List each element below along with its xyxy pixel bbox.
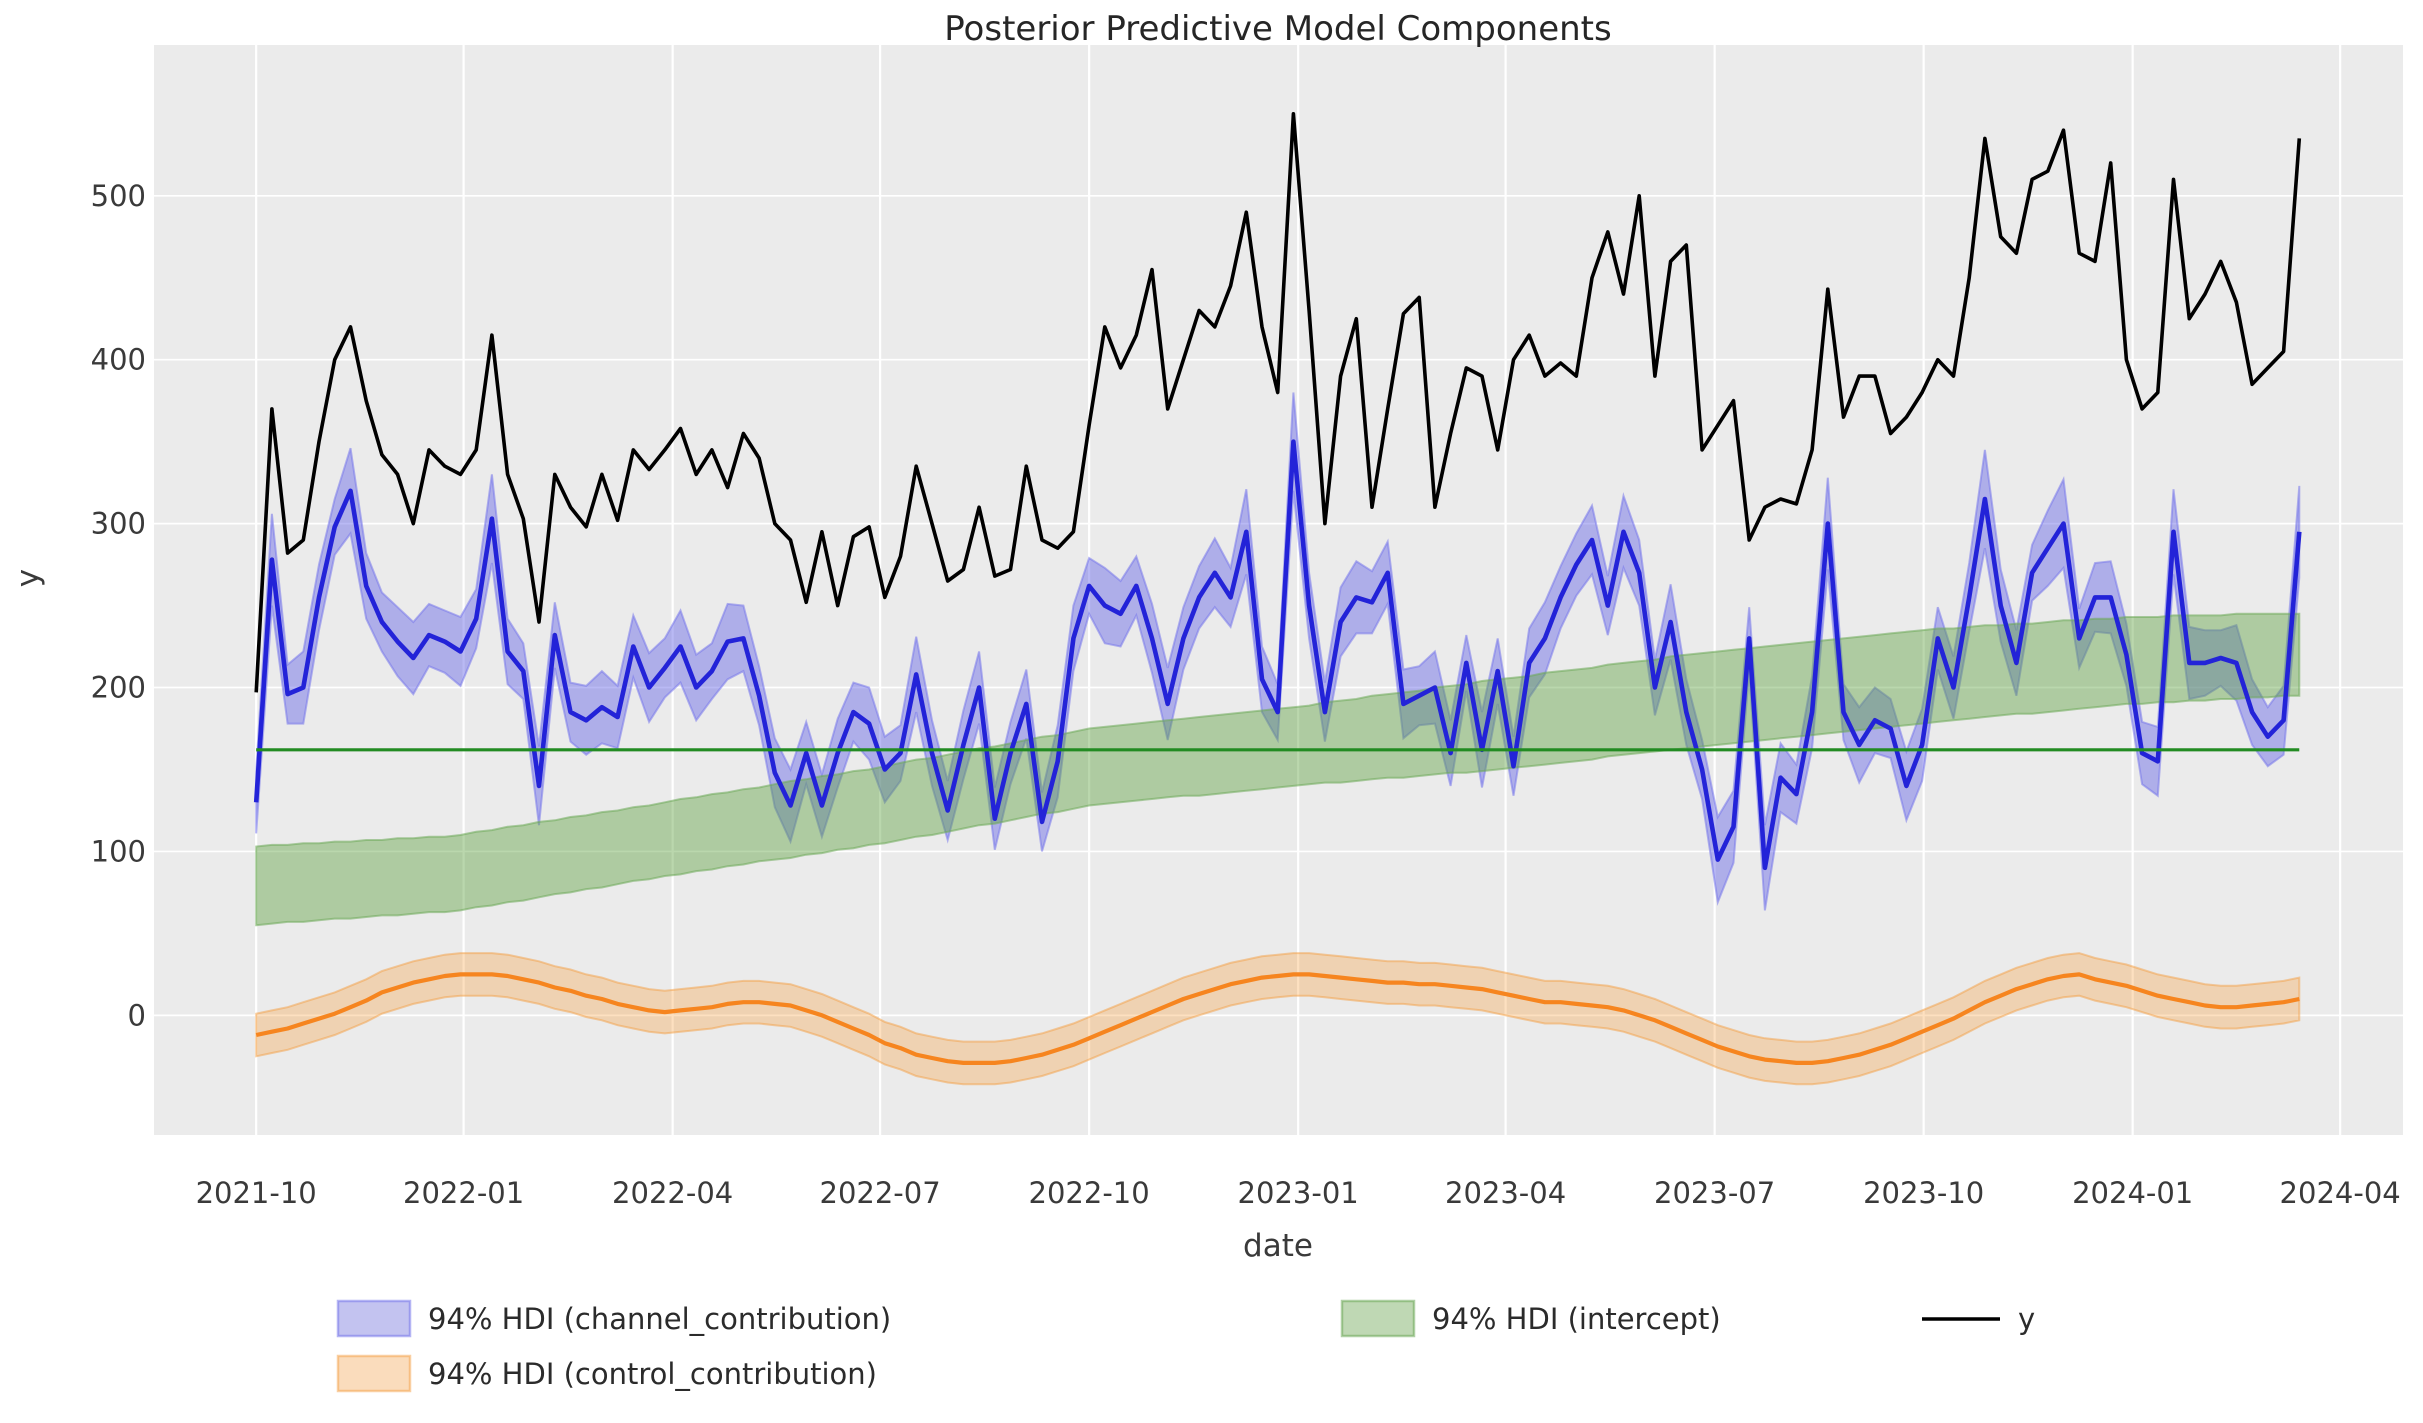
y-axis-label: y bbox=[10, 569, 46, 587]
legend-group: 94% HDI (channel_contribution) 94% HDI (i… bbox=[336, 1299, 2035, 1393]
x-tick-label: 2024-04 bbox=[2280, 1176, 2401, 1210]
legend-label-y: y bbox=[2018, 1302, 2035, 1336]
x-tick-label: 2024-01 bbox=[2072, 1176, 2193, 1210]
tick-labels-group: 0 100 200 300 400 500 2021-10 2022-01 2022-04 202… bbox=[91, 179, 2401, 1210]
x-axis-label: date bbox=[1243, 1228, 1313, 1264]
legend-label-channel: 94% HDI (channel_contribution) bbox=[428, 1302, 891, 1336]
y-tick-label: 300 bbox=[91, 507, 146, 541]
channel-contribution-line bbox=[253, 439, 2302, 871]
y-line bbox=[254, 112, 2302, 693]
control-contribution-line bbox=[255, 972, 2300, 1066]
legend-label-control: 94% HDI (control_contribution) bbox=[428, 1357, 877, 1391]
x-tick-label: 2021-10 bbox=[196, 1176, 317, 1210]
series-lines-group bbox=[253, 112, 2302, 1066]
chart-title: Posterior Predictive Model Components bbox=[944, 9, 1611, 49]
y-tick-label: 500 bbox=[91, 179, 146, 213]
y-tick-label: 100 bbox=[91, 834, 146, 868]
y-tick-label: 200 bbox=[91, 671, 146, 705]
intercept-hdi-band bbox=[255, 612, 2301, 927]
legend-swatch-control bbox=[336, 1354, 412, 1393]
legend-label-intercept: 94% HDI (intercept) bbox=[1432, 1302, 1721, 1336]
x-tick-label: 2022-07 bbox=[820, 1176, 941, 1210]
y-tick-label: 0 bbox=[128, 998, 146, 1032]
legend-swatch-intercept bbox=[1340, 1299, 1416, 1338]
x-tick-label: 2023-01 bbox=[1238, 1176, 1359, 1210]
y-tick-label: 400 bbox=[91, 343, 146, 377]
channel-hdi-band bbox=[255, 392, 2301, 911]
legend-swatch-channel bbox=[336, 1299, 412, 1338]
x-tick-label: 2022-04 bbox=[612, 1176, 733, 1210]
control-hdi-band bbox=[255, 952, 2301, 1086]
hdi-bands-group bbox=[255, 392, 2301, 1086]
x-tick-label: 2023-04 bbox=[1445, 1176, 1566, 1210]
x-tick-label: 2023-10 bbox=[1863, 1176, 1984, 1210]
x-tick-label: 2022-01 bbox=[403, 1176, 524, 1210]
x-tick-label: 2023-07 bbox=[1654, 1176, 1775, 1210]
x-tick-label: 2022-10 bbox=[1029, 1176, 1150, 1210]
